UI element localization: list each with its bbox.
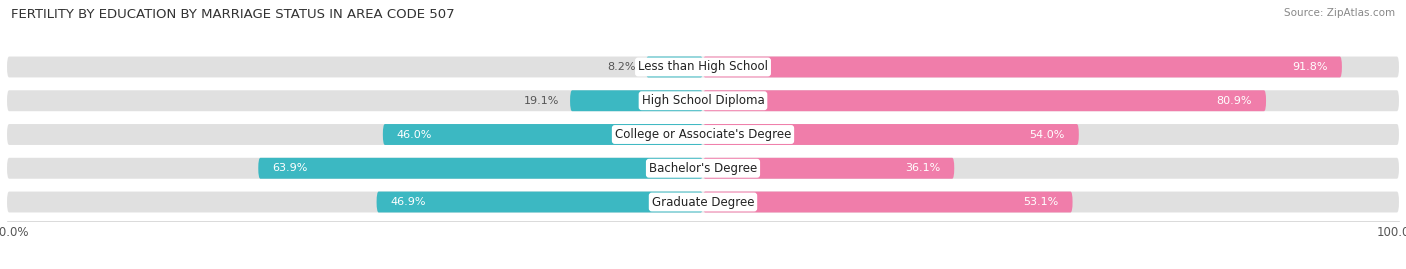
- Text: Less than High School: Less than High School: [638, 61, 768, 73]
- FancyBboxPatch shape: [703, 90, 1265, 111]
- Text: College or Associate's Degree: College or Associate's Degree: [614, 128, 792, 141]
- FancyBboxPatch shape: [703, 56, 1341, 77]
- Text: 53.1%: 53.1%: [1024, 197, 1059, 207]
- FancyBboxPatch shape: [703, 124, 1078, 145]
- FancyBboxPatch shape: [7, 90, 1399, 111]
- Text: Graduate Degree: Graduate Degree: [652, 196, 754, 208]
- FancyBboxPatch shape: [645, 56, 703, 77]
- Text: FERTILITY BY EDUCATION BY MARRIAGE STATUS IN AREA CODE 507: FERTILITY BY EDUCATION BY MARRIAGE STATU…: [11, 8, 456, 21]
- FancyBboxPatch shape: [7, 56, 1399, 77]
- Text: 63.9%: 63.9%: [273, 163, 308, 173]
- FancyBboxPatch shape: [377, 192, 703, 213]
- FancyBboxPatch shape: [703, 158, 955, 179]
- Text: 8.2%: 8.2%: [607, 62, 636, 72]
- Text: 46.0%: 46.0%: [396, 129, 432, 140]
- Text: 36.1%: 36.1%: [905, 163, 941, 173]
- Text: Bachelor's Degree: Bachelor's Degree: [650, 162, 756, 175]
- FancyBboxPatch shape: [7, 158, 1399, 179]
- FancyBboxPatch shape: [703, 192, 1073, 213]
- FancyBboxPatch shape: [259, 158, 703, 179]
- Text: 91.8%: 91.8%: [1292, 62, 1329, 72]
- FancyBboxPatch shape: [7, 192, 1399, 213]
- Text: 80.9%: 80.9%: [1216, 96, 1253, 106]
- Text: 19.1%: 19.1%: [524, 96, 560, 106]
- Text: High School Diploma: High School Diploma: [641, 94, 765, 107]
- FancyBboxPatch shape: [382, 124, 703, 145]
- Text: Source: ZipAtlas.com: Source: ZipAtlas.com: [1284, 8, 1395, 18]
- FancyBboxPatch shape: [569, 90, 703, 111]
- FancyBboxPatch shape: [7, 124, 1399, 145]
- Text: 54.0%: 54.0%: [1029, 129, 1064, 140]
- Text: 46.9%: 46.9%: [391, 197, 426, 207]
